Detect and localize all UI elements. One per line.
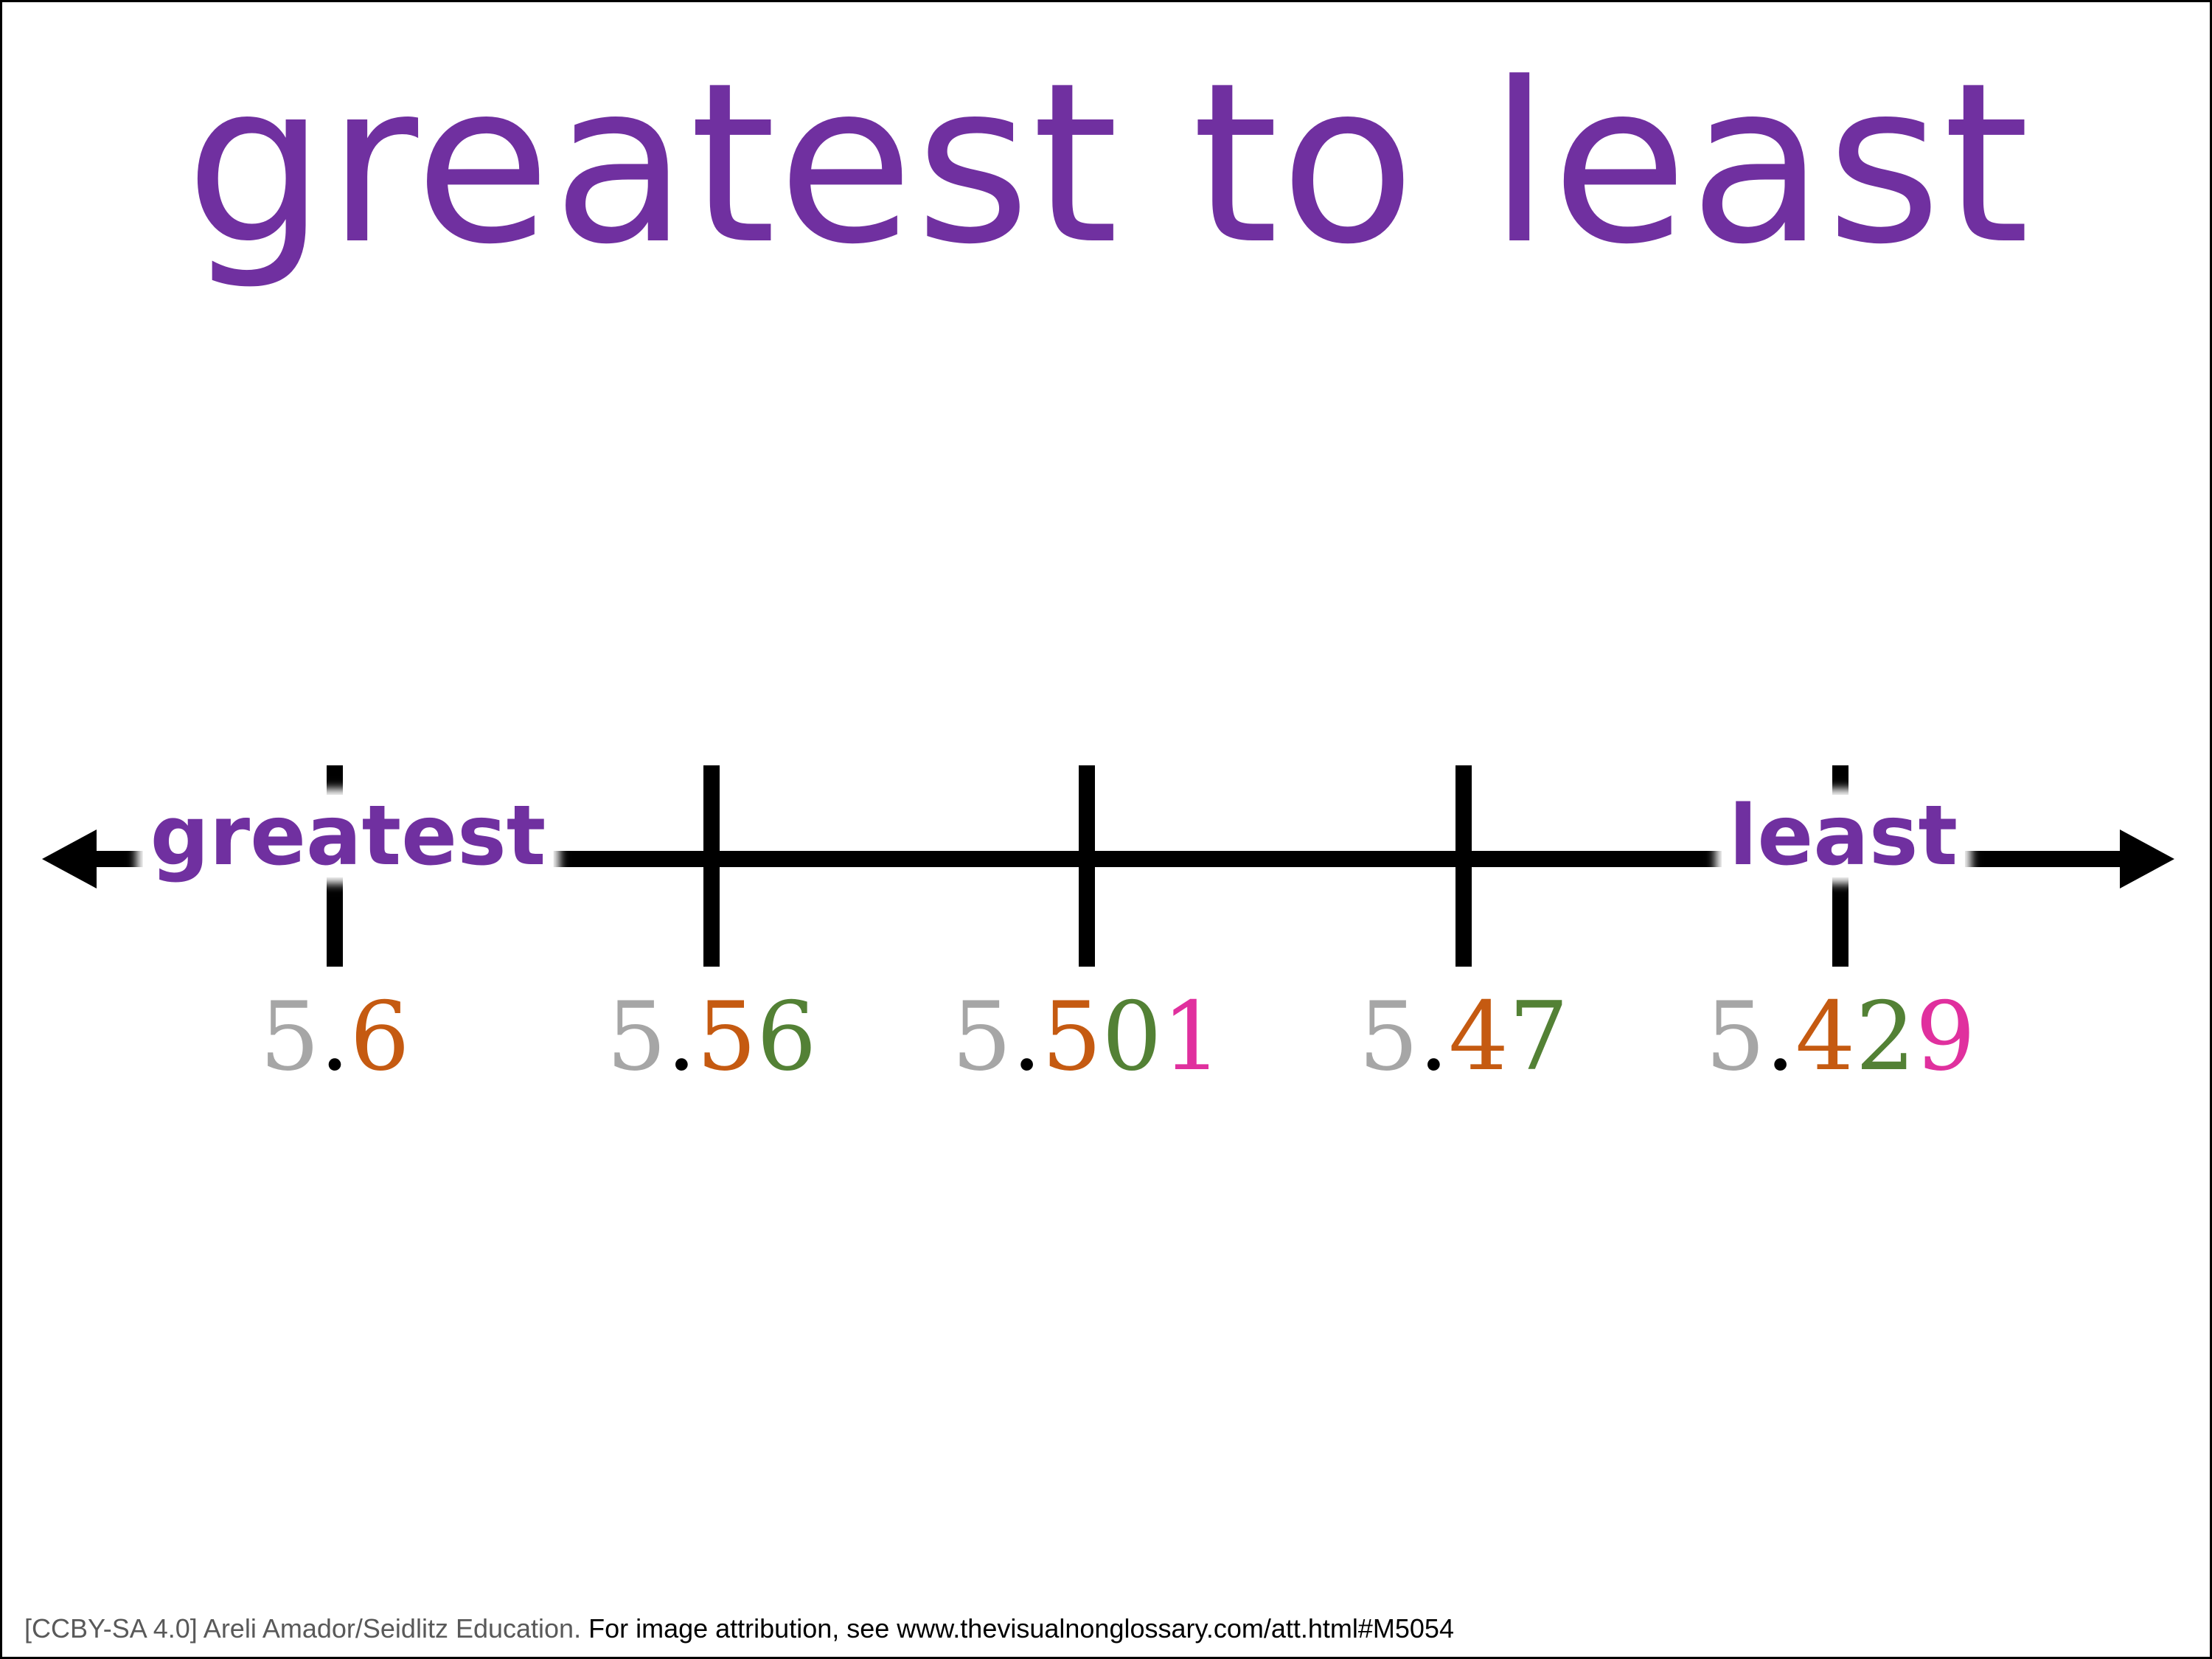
right-arrow-icon — [2120, 830, 2174, 888]
digit: . — [319, 982, 350, 1092]
digit: 5 — [951, 982, 1012, 1092]
digit: 7 — [1509, 982, 1569, 1092]
tick-label: 5.429 — [1705, 990, 1975, 1085]
digit: 9 — [1915, 982, 1976, 1092]
credit-text: [CCBY-SA 4.0] Areli Amador/Seidlitz Educ… — [24, 1613, 582, 1644]
tick-label: 5.47 — [1359, 990, 1569, 1085]
digit: 5 — [696, 982, 757, 1092]
attribution-text: For image attribution, see www.thevisual… — [581, 1613, 1454, 1644]
tick-label: 5.6 — [260, 990, 410, 1085]
digit: 6 — [757, 982, 817, 1092]
greatest-label: greatest — [142, 795, 554, 877]
digit: 5 — [1041, 982, 1102, 1092]
digit: 4 — [1795, 982, 1856, 1092]
digit: 6 — [349, 982, 410, 1092]
page-title: greatest to least — [185, 35, 2031, 293]
tick-label: 5.56 — [607, 990, 817, 1085]
attribution-footer: [CCBY-SA 4.0] Areli Amador/Seidlitz Educ… — [24, 1613, 1454, 1644]
digit: . — [1012, 982, 1042, 1092]
digit: . — [1418, 982, 1449, 1092]
tick-label: 5.501 — [952, 990, 1222, 1085]
left-arrow-icon — [42, 830, 97, 888]
digit: 5 — [1358, 982, 1419, 1092]
digit: 5 — [606, 982, 667, 1092]
digit: 5 — [1705, 982, 1766, 1092]
digit: . — [666, 982, 697, 1092]
digit: 1 — [1161, 982, 1222, 1092]
digit: 4 — [1448, 982, 1509, 1092]
digit: 0 — [1102, 982, 1162, 1092]
digit: . — [1765, 982, 1795, 1092]
least-label: least — [1721, 795, 1966, 877]
digit: 5 — [260, 982, 320, 1092]
digit: 2 — [1855, 982, 1916, 1092]
